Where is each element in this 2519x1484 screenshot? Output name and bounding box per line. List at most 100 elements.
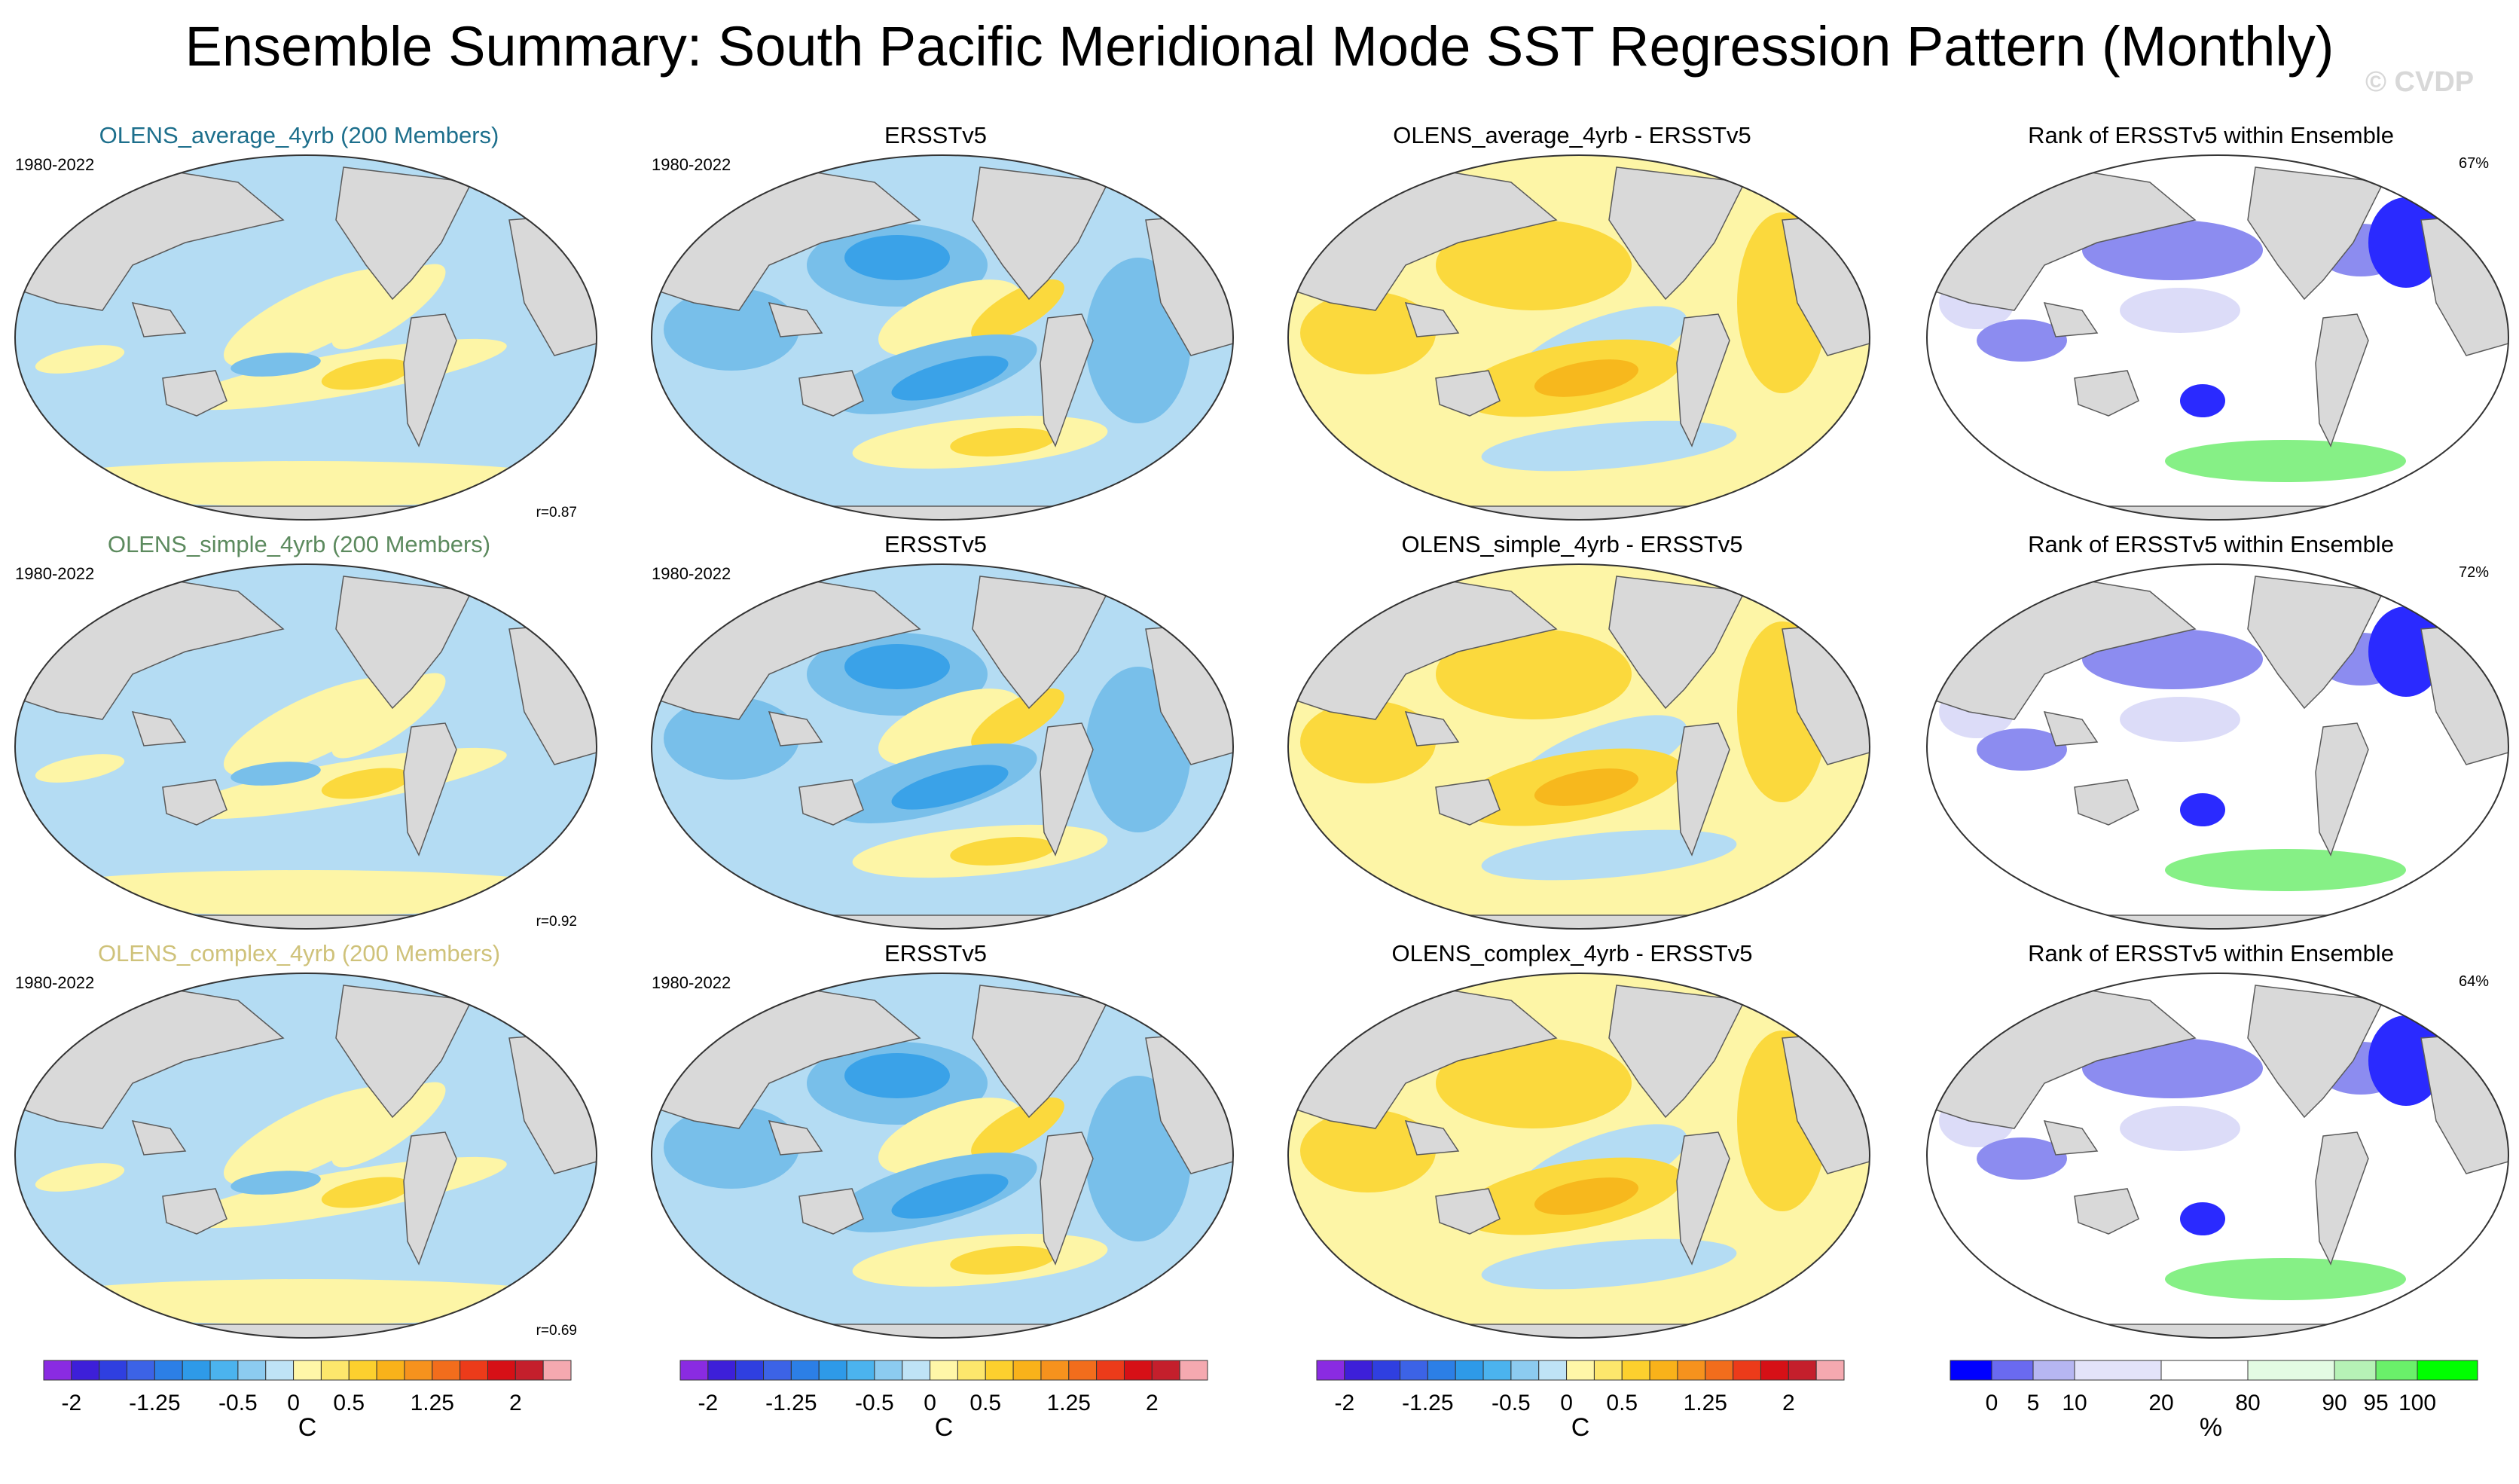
colorbar-box — [1733, 1360, 1761, 1381]
map-obs — [651, 563, 1234, 930]
panel-r1-rank: Rank of ERSSTv5 within Ensemble 67% — [1913, 121, 2509, 527]
warm-anomaly-core — [1534, 359, 1639, 397]
cool-anomaly — [664, 1106, 799, 1189]
colorbar-box — [209, 1360, 239, 1381]
map-model — [14, 154, 597, 521]
colorbar-box — [237, 1360, 267, 1381]
land-north-america — [2247, 166, 2385, 301]
warm-anomaly-core — [950, 1246, 1055, 1275]
land-maritime-continent — [768, 711, 823, 747]
pattern-correlation-label: r=0.69 — [536, 1323, 577, 1339]
colorbar-box — [1344, 1360, 1373, 1381]
colorbar-tick-label: 2 — [1145, 1391, 1159, 1415]
colorbar-box — [902, 1360, 931, 1381]
colorbar-tick-label: -2 — [61, 1391, 82, 1415]
land-maritime-continent — [131, 302, 187, 337]
colorbar-tick-label: 1.25 — [1046, 1391, 1091, 1415]
pattern-correlation-label: r=0.87 — [536, 505, 577, 521]
panel-title: OLENS_average_4yrb (200 Members) — [99, 122, 499, 148]
low-rank-region-core — [2180, 1202, 2225, 1235]
warm-anomaly-core — [971, 1097, 1064, 1160]
colorbar-box — [265, 1360, 295, 1381]
panel-title: ERSSTv5 — [884, 122, 988, 148]
panel-r3-diff: OLENS_complex_4yrb - ERSSTv5 — [1275, 939, 1870, 1345]
map-rank — [1926, 973, 2509, 1339]
warm-anomaly-core — [971, 279, 1064, 342]
colorbar-box — [2334, 1360, 2377, 1381]
land-maritime-continent — [131, 1120, 187, 1156]
high-rank-region — [2165, 849, 2406, 891]
low-rank-region-core — [2180, 384, 2225, 417]
colorbar-box — [1538, 1360, 1568, 1381]
warm-anomaly — [1436, 1038, 1632, 1128]
warm-anomaly — [1300, 292, 1436, 374]
land-maritime-continent — [2043, 302, 2099, 337]
southern-warm-band — [20, 461, 592, 506]
panel-title: OLENS_complex_4yrb - ERSSTv5 — [1391, 940, 1753, 966]
low-rank-region — [2120, 1106, 2240, 1151]
colorbar-box — [930, 1360, 958, 1381]
map-model — [14, 563, 597, 930]
colorbar-tick-label: -1.25 — [1402, 1391, 1454, 1415]
land-australia — [1435, 1188, 1501, 1235]
colorbar-box — [293, 1360, 322, 1381]
panel-r2-diff: OLENS_simple_4yrb - ERSSTv5 — [1275, 530, 1870, 936]
high-rank-region — [2165, 1258, 2406, 1300]
warm-anomaly-core — [1534, 1177, 1639, 1215]
colorbar-box — [1040, 1360, 1070, 1381]
land-south-america — [1676, 313, 1730, 447]
colorbar-units: C — [298, 1413, 317, 1442]
ocean-field — [1288, 973, 1870, 1338]
colorbar-tick-label: 90 — [2322, 1391, 2347, 1415]
land-north-america — [1608, 166, 1746, 301]
land-north-america — [2247, 576, 2385, 710]
warm-anomaly — [1300, 701, 1436, 783]
colorbar-box — [71, 1360, 100, 1381]
map-border — [1926, 563, 2509, 930]
colorbar-box — [432, 1360, 461, 1381]
panel-title: OLENS_average_4yrb - ERSSTv5 — [1393, 122, 1751, 148]
cool-anomaly-core — [844, 1053, 950, 1098]
warm-anomaly — [223, 677, 404, 777]
cool-anomaly — [664, 697, 799, 780]
colorbar-tick-label: 0 — [287, 1391, 300, 1415]
panel-title: ERSSTv5 — [884, 940, 988, 966]
colorbar-box — [1151, 1360, 1180, 1381]
land-australia — [2074, 779, 2139, 826]
ocean-field — [15, 155, 597, 520]
colorbar-tick-label: 2 — [1782, 1391, 1795, 1415]
warm-anomaly — [223, 268, 404, 368]
rank-percent-label: 72% — [2458, 564, 2489, 581]
cool-anomaly — [1481, 1238, 1737, 1290]
southern-warm-band — [20, 870, 592, 915]
colorbar-box — [707, 1360, 737, 1381]
colorbar-box — [1815, 1360, 1845, 1381]
colorbar-box — [1179, 1360, 1208, 1381]
panel-r2-obs: ERSSTv5 1980-2022 — [638, 530, 1234, 936]
colorbar-tick-label: 1.25 — [410, 1391, 454, 1415]
colorbar-box — [460, 1360, 488, 1381]
colorbar-box — [2160, 1360, 2249, 1381]
colorbar-box — [1123, 1360, 1153, 1381]
warm-anomaly-core — [971, 688, 1064, 751]
warm-anomaly — [1300, 1110, 1436, 1192]
map-border — [1926, 154, 2509, 521]
land-south-america — [403, 722, 457, 857]
colorbar-box — [542, 1360, 572, 1381]
warm-anomaly — [35, 754, 125, 783]
panel-r3-rank: Rank of ERSSTv5 within Ensemble 64% — [1913, 939, 2509, 1345]
colorbar-tick-label: 1.25 — [1683, 1391, 1727, 1415]
cool-anomaly — [1481, 829, 1737, 881]
warm-anomaly — [331, 264, 446, 350]
panel-title: ERSSTv5 — [884, 531, 988, 557]
land-south-america — [403, 313, 457, 447]
colorbar-tick-label: 100 — [2398, 1391, 2437, 1415]
panel-title: OLENS_simple_4yrb - ERSSTv5 — [1401, 531, 1743, 557]
colorbar-box — [376, 1360, 405, 1381]
map-border — [651, 973, 1234, 1339]
warm-anomaly — [1436, 220, 1632, 310]
sst-colorbar-col2: -2 -1.25 -0.5 0 0.5 1.25 2 C — [674, 1356, 1277, 1484]
colorbar-box — [348, 1360, 377, 1381]
pattern-correlation-label: r=0.92 — [536, 914, 577, 930]
period-label: 1980-2022 — [15, 155, 95, 174]
